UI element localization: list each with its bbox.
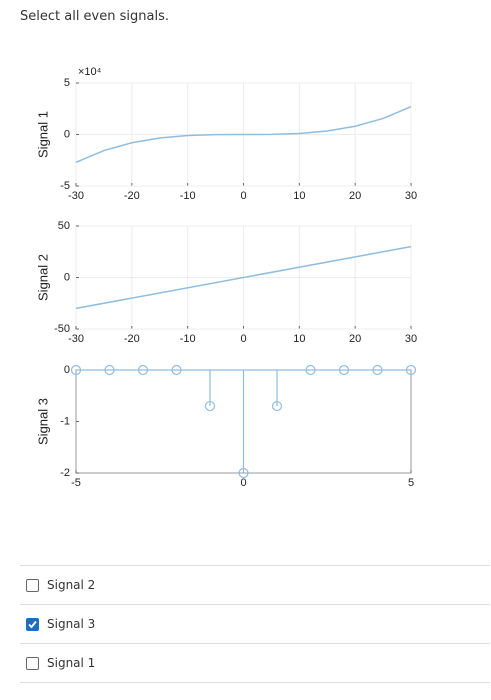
x-tick-label: 20 <box>349 190 361 202</box>
x-tick-label: 10 <box>293 190 305 202</box>
x-tick-label: 20 <box>349 333 361 345</box>
x-tick-label: -10 <box>180 190 196 202</box>
stem-marker <box>137 364 149 376</box>
option-row[interactable]: Signal 3 <box>20 604 490 643</box>
y-axis-label: Signal 2 <box>35 254 50 301</box>
stem-marker <box>70 364 82 376</box>
y-axis-label: Signal 1 <box>35 111 50 158</box>
signal-line <box>75 245 412 310</box>
stem-marker <box>405 364 417 376</box>
x-tick-label: 5 <box>408 477 414 489</box>
x-tick-label: 0 <box>240 190 246 202</box>
option-row[interactable]: Signal 1 <box>20 643 490 682</box>
stem-marker <box>271 400 283 412</box>
option-label[interactable]: Signal 1 <box>47 656 96 670</box>
checkbox[interactable] <box>26 578 39 592</box>
y-tick-label: -50 <box>54 323 70 335</box>
x-tick-label: 30 <box>405 190 417 202</box>
y-tick-label: -2 <box>60 467 70 479</box>
option-label[interactable]: Signal 3 <box>47 617 96 631</box>
stem-marker <box>372 364 383 376</box>
x-tick-label: -30 <box>68 333 84 345</box>
x-tick-label: -5 <box>71 477 81 489</box>
checkmark <box>28 620 37 628</box>
options: Signal 2 Signal 3 Signal 1 <box>20 565 490 683</box>
stem-marker <box>104 364 115 376</box>
y-tick-label: 50 <box>58 220 70 232</box>
x-tick-label: -10 <box>180 333 196 345</box>
option-row[interactable]: Signal 2 <box>20 565 490 604</box>
y-tick-label: -1 <box>60 415 70 427</box>
x-tick-label: -20 <box>124 333 140 345</box>
y-axis-label: Signal 3 <box>35 398 50 445</box>
x-tick-label: 30 <box>405 333 417 345</box>
separator <box>20 682 490 683</box>
y-tick-label: 0 <box>64 271 70 283</box>
checkbox[interactable] <box>26 656 39 670</box>
y-tick-label: 0 <box>64 128 70 140</box>
stem-marker <box>171 364 182 376</box>
x-tick-label: 10 <box>293 333 305 345</box>
x-tick-label: 0 <box>240 477 246 489</box>
y-multiplier: ×10⁴ <box>78 66 102 78</box>
stem-marker <box>338 364 350 376</box>
signal-line <box>75 105 412 164</box>
option-label[interactable]: Signal 2 <box>47 578 96 592</box>
stem-marker <box>305 364 316 376</box>
checkbox[interactable] <box>26 617 39 631</box>
x-tick-label: -30 <box>68 190 84 202</box>
x-tick-label: -20 <box>124 190 140 202</box>
y-tick-label: 5 <box>64 77 70 89</box>
stem-marker <box>238 467 249 479</box>
stem-marker <box>204 400 216 412</box>
y-tick-label: -5 <box>60 180 70 192</box>
question: Select all even signals. <box>20 9 169 24</box>
y-tick-label: 0 <box>64 364 70 376</box>
x-tick-label: 0 <box>240 333 246 345</box>
